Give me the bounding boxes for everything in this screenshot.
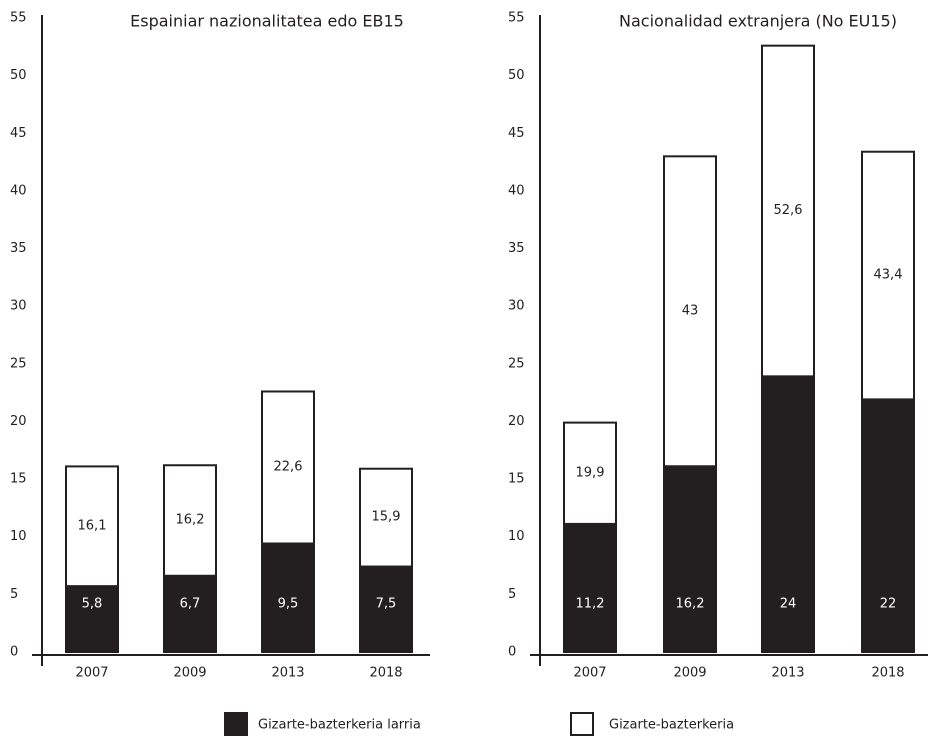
legend-label: Gizarte-bazterkeria [609,718,734,733]
y-tick-label: 0 [508,645,516,660]
y-tick-label: 25 [10,356,27,371]
value-label: 7,5 [376,597,397,612]
value-label: 19,9 [576,465,605,480]
value-label: 9,5 [278,597,299,612]
y-tick-label: 50 [508,68,525,83]
y-tick-label: 15 [10,472,27,487]
y-tick-label: 40 [508,183,525,198]
value-label: 15,9 [372,510,401,525]
x-tick-label: 2018 [369,666,402,681]
chart-title: Espainiar nazionalitatea edo EB15 [130,12,404,31]
bar [262,542,314,652]
chart-title: Nacionalidad extranjera (No EU15) [619,12,897,31]
y-tick-label: 15 [508,472,525,487]
x-tick-label: 2007 [573,666,606,681]
value-label: 16,2 [176,513,205,528]
y-tick-label: 30 [10,299,27,314]
y-tick-label: 55 [10,11,27,26]
x-tick-label: 2013 [271,666,304,681]
value-label: 22 [880,597,897,612]
value-label: 24 [780,597,797,612]
bar [66,585,118,652]
y-tick-label: 5 [10,587,18,602]
legend-label: Gizarte-bazterkeria larria [258,718,421,733]
value-label: 5,8 [82,597,103,612]
y-tick-label: 25 [508,356,525,371]
x-tick-label: 2013 [771,666,804,681]
y-tick-label: 10 [508,529,525,544]
x-tick-label: 2018 [871,666,904,681]
value-label: 16,2 [676,597,705,612]
y-tick-label: 35 [508,241,525,256]
value-label: 43,4 [874,268,903,283]
y-tick-label: 30 [508,299,525,314]
value-label: 52,6 [774,203,803,218]
bar [862,398,914,652]
x-tick-label: 2007 [75,666,108,681]
value-label: 6,7 [180,597,201,612]
y-tick-label: 5 [508,587,516,602]
y-tick-label: 45 [508,126,525,141]
bar [164,574,216,652]
y-tick-label: 35 [10,241,27,256]
y-tick-label: 55 [508,11,525,26]
x-tick-label: 2009 [673,666,706,681]
bar [762,375,814,652]
y-tick-label: 10 [10,529,27,544]
value-label: 11,2 [576,597,605,612]
bar [360,565,412,652]
value-label: 43 [682,303,699,318]
y-tick-label: 45 [10,126,27,141]
legend-swatch [570,712,594,736]
legend-swatch [224,712,248,736]
y-tick-label: 20 [508,414,525,429]
x-tick-label: 2009 [173,666,206,681]
y-tick-label: 0 [10,645,18,660]
bar [564,522,616,652]
value-label: 16,1 [78,518,107,533]
bar [664,465,716,652]
y-tick-label: 50 [10,68,27,83]
value-label: 22,6 [274,459,303,474]
y-tick-label: 20 [10,414,27,429]
y-tick-label: 40 [10,183,27,198]
